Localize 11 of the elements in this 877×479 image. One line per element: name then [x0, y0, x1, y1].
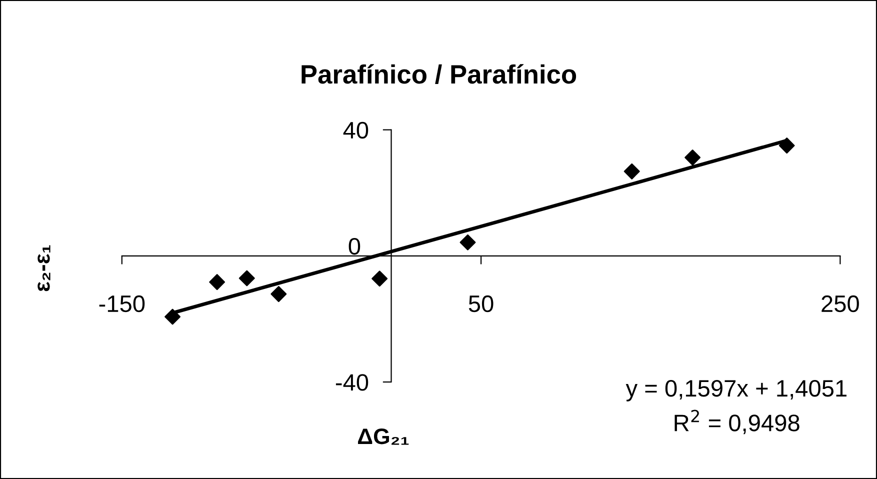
annotation: y = 0,1597x + 1,4051	[626, 380, 846, 402]
text: R$^{2}$ = 0,9498	[674, 410, 800, 434]
x-tick-label: 50	[468, 295, 494, 312]
x-axis-title: ΔG₂₁	[358, 428, 409, 445]
x-tick-label: 250	[822, 295, 859, 312]
x-tick-label: -150	[99, 295, 145, 312]
y-tick-label: 0	[348, 238, 360, 255]
y-tick-label: -40	[336, 374, 368, 391]
chart-title: Parafínico / Parafínico	[302, 64, 576, 84]
y-axis-title: ε₂-ε₁	[38, 245, 50, 292]
y-tick-label: 40	[343, 122, 368, 139]
